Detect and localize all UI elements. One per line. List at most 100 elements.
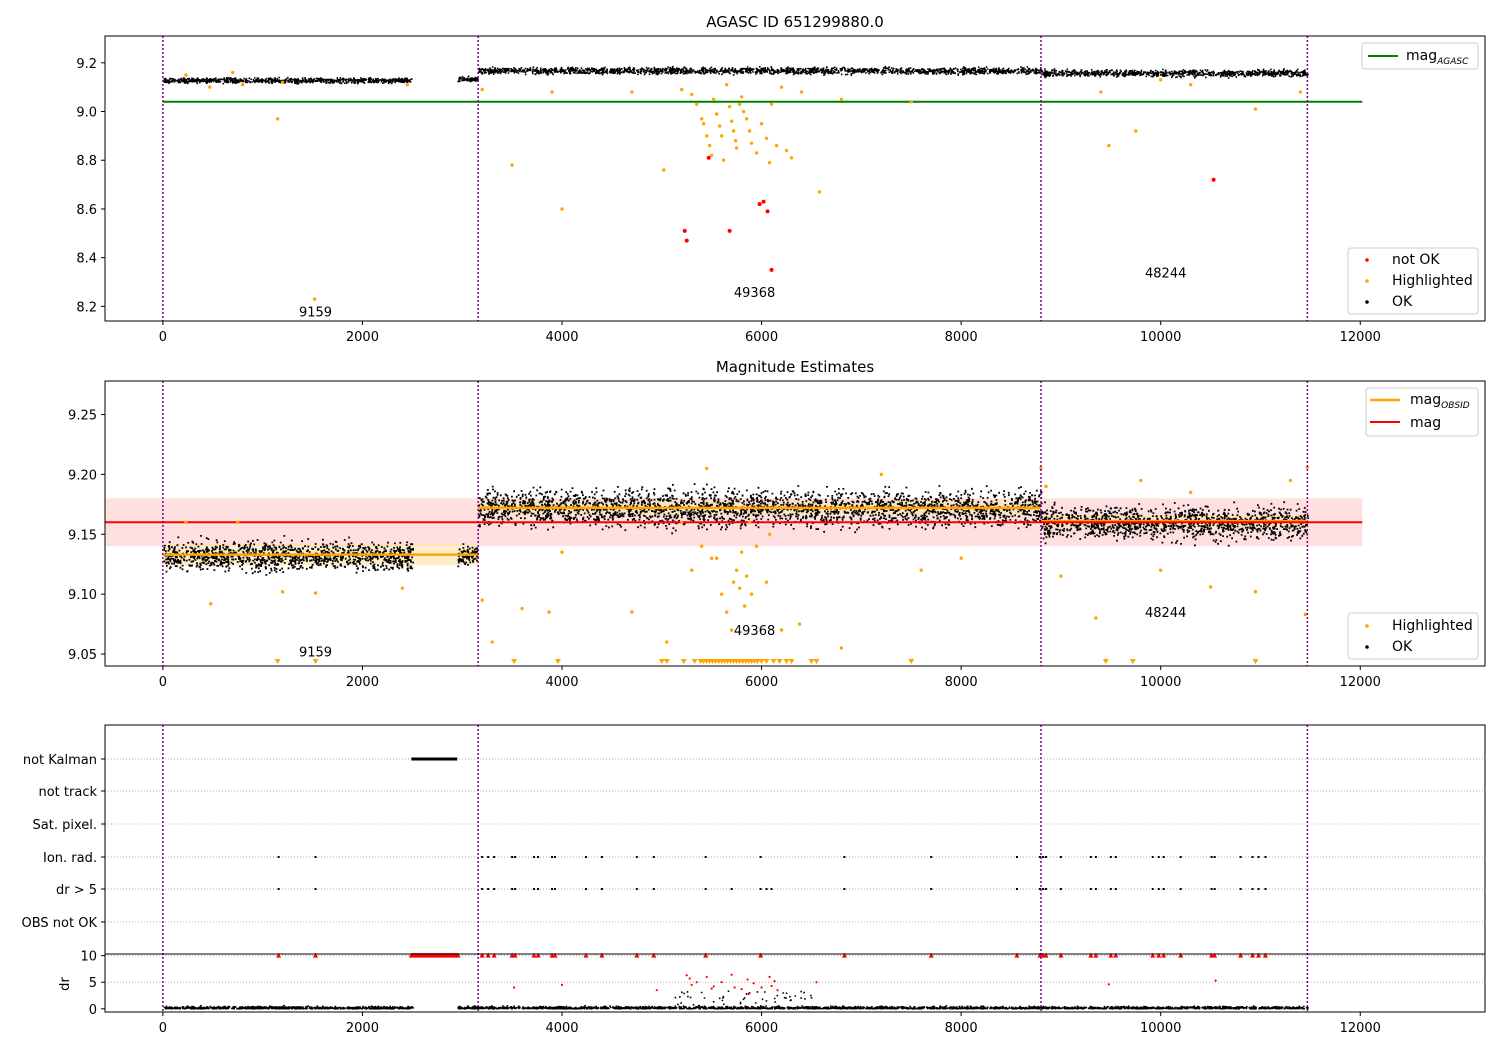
highlighted-point bbox=[741, 109, 746, 114]
y-tick-label: 9.0 bbox=[76, 106, 97, 121]
highlighted-point bbox=[184, 73, 188, 77]
flag-point bbox=[1251, 888, 1254, 890]
agasc-magnitude-panel: AGASC ID 651299880.0 9159 49368 48244 0 2000… bbox=[76, 13, 1486, 345]
highlighted-point bbox=[241, 83, 245, 87]
dr-large-point bbox=[773, 980, 776, 983]
dr-clipped-point bbox=[1150, 952, 1156, 958]
highlighted-point bbox=[789, 156, 794, 160]
dr-large-point bbox=[720, 981, 723, 984]
highlighted-point bbox=[704, 134, 709, 138]
dr-clipped-point bbox=[1178, 952, 1184, 958]
dr-tick-label: 0 bbox=[89, 1003, 97, 1018]
highlighted-point bbox=[779, 85, 784, 89]
magnitude-estimates-panel: Magnitude Estimates 9159 49368 48244 0 2000 4… bbox=[68, 358, 1486, 690]
flag-point bbox=[1089, 888, 1092, 890]
flag-point bbox=[493, 888, 496, 890]
flag-point bbox=[487, 888, 490, 890]
x-tick-label: 4000 bbox=[545, 330, 578, 345]
axes-frame bbox=[104, 380, 1486, 667]
ok-points bbox=[1041, 68, 1309, 79]
dr-tick-label: 5 bbox=[89, 976, 97, 991]
highlighted-point bbox=[236, 520, 240, 525]
flag-point bbox=[1109, 856, 1112, 858]
highlighted-point bbox=[560, 207, 564, 211]
flag-point bbox=[487, 856, 490, 858]
highlighted-point bbox=[719, 592, 724, 596]
flag-row-label: OBS not OK bbox=[22, 916, 98, 931]
flag-point bbox=[1059, 888, 1062, 890]
highlighted-point bbox=[480, 598, 484, 602]
highlighted-point bbox=[1099, 90, 1103, 94]
dr-axis-label: dr bbox=[58, 977, 73, 991]
x-tick-label: 6000 bbox=[745, 1021, 778, 1036]
flag-point bbox=[759, 888, 762, 890]
highlighted-point bbox=[734, 146, 739, 150]
flag-point bbox=[277, 888, 280, 890]
flags-panel: not Kalman not track Sat. pixel. Ion. rad. d… bbox=[22, 724, 1486, 1036]
flag-point bbox=[1109, 888, 1112, 890]
highlighted-point bbox=[312, 297, 317, 301]
flag-point bbox=[1157, 856, 1160, 858]
highlighted-point bbox=[1188, 490, 1193, 495]
highlighted-point bbox=[727, 104, 732, 109]
flag-point bbox=[1157, 888, 1160, 890]
dr-clipped-point bbox=[1043, 952, 1049, 958]
flag-point bbox=[314, 888, 317, 890]
highlighted-point bbox=[280, 590, 285, 594]
dr-large-point bbox=[740, 988, 743, 991]
x-tick-label: 10000 bbox=[1140, 1021, 1181, 1036]
dr-clipped-point bbox=[1250, 952, 1256, 958]
flag-point bbox=[1016, 888, 1019, 890]
flag-point bbox=[600, 856, 603, 858]
highlighted-point bbox=[919, 568, 923, 572]
not-ok-point bbox=[769, 267, 774, 272]
axes-frame bbox=[104, 35, 1486, 322]
plot-area: not Kalman not track Sat. pixel. Ion. rad. d… bbox=[22, 724, 1486, 1036]
obsid-label: 9159 bbox=[299, 646, 332, 661]
ok-points bbox=[1041, 501, 1309, 547]
y-tick-label: 9.2 bbox=[76, 57, 97, 72]
dr-clipped-point bbox=[1088, 952, 1094, 958]
flag-point bbox=[765, 888, 768, 890]
flag-point bbox=[930, 856, 933, 858]
highlighted-point bbox=[719, 134, 724, 138]
flag-range bbox=[411, 757, 458, 761]
highlighted-point bbox=[797, 622, 802, 626]
obsid-label: 9159 bbox=[299, 305, 332, 320]
ok-points bbox=[457, 75, 479, 83]
below-range-marker bbox=[808, 659, 815, 664]
axes-frame bbox=[104, 724, 1486, 1013]
below-range-marker bbox=[758, 659, 765, 664]
x-tick-label: 10000 bbox=[1140, 675, 1181, 690]
legend-marker-not-ok bbox=[1365, 258, 1369, 262]
highlighted-point bbox=[754, 544, 759, 548]
x-tick-label: 2000 bbox=[346, 675, 379, 690]
x-tick-label: 6000 bbox=[745, 675, 778, 690]
legend-frame bbox=[1347, 247, 1479, 315]
flag-point bbox=[1044, 888, 1047, 890]
highlighted-point bbox=[1208, 585, 1213, 589]
highlighted-point bbox=[1253, 590, 1258, 594]
flag-point bbox=[554, 856, 557, 858]
y-tick-label: 8.2 bbox=[76, 300, 97, 315]
highlighted-point bbox=[280, 80, 285, 84]
flag-point bbox=[1264, 888, 1267, 890]
x-tick-label: 2000 bbox=[346, 1021, 379, 1036]
flag-point bbox=[1179, 856, 1182, 858]
flag-point bbox=[1257, 888, 1260, 890]
highlighted-point bbox=[560, 550, 564, 554]
dr-large-point bbox=[685, 974, 688, 977]
flag-point bbox=[1114, 888, 1117, 890]
not-ok-point bbox=[682, 228, 687, 233]
flag-point bbox=[843, 888, 846, 890]
flag-point bbox=[1094, 888, 1097, 890]
legend-marker-ok bbox=[1365, 300, 1369, 304]
highlighted-point bbox=[208, 85, 212, 89]
below-range-marker bbox=[511, 659, 518, 664]
flag-point bbox=[1239, 888, 1242, 890]
highlighted-point bbox=[490, 640, 494, 644]
highlighted-point bbox=[700, 544, 704, 548]
below-range-marker bbox=[663, 659, 670, 664]
dr-large-point bbox=[690, 983, 693, 986]
